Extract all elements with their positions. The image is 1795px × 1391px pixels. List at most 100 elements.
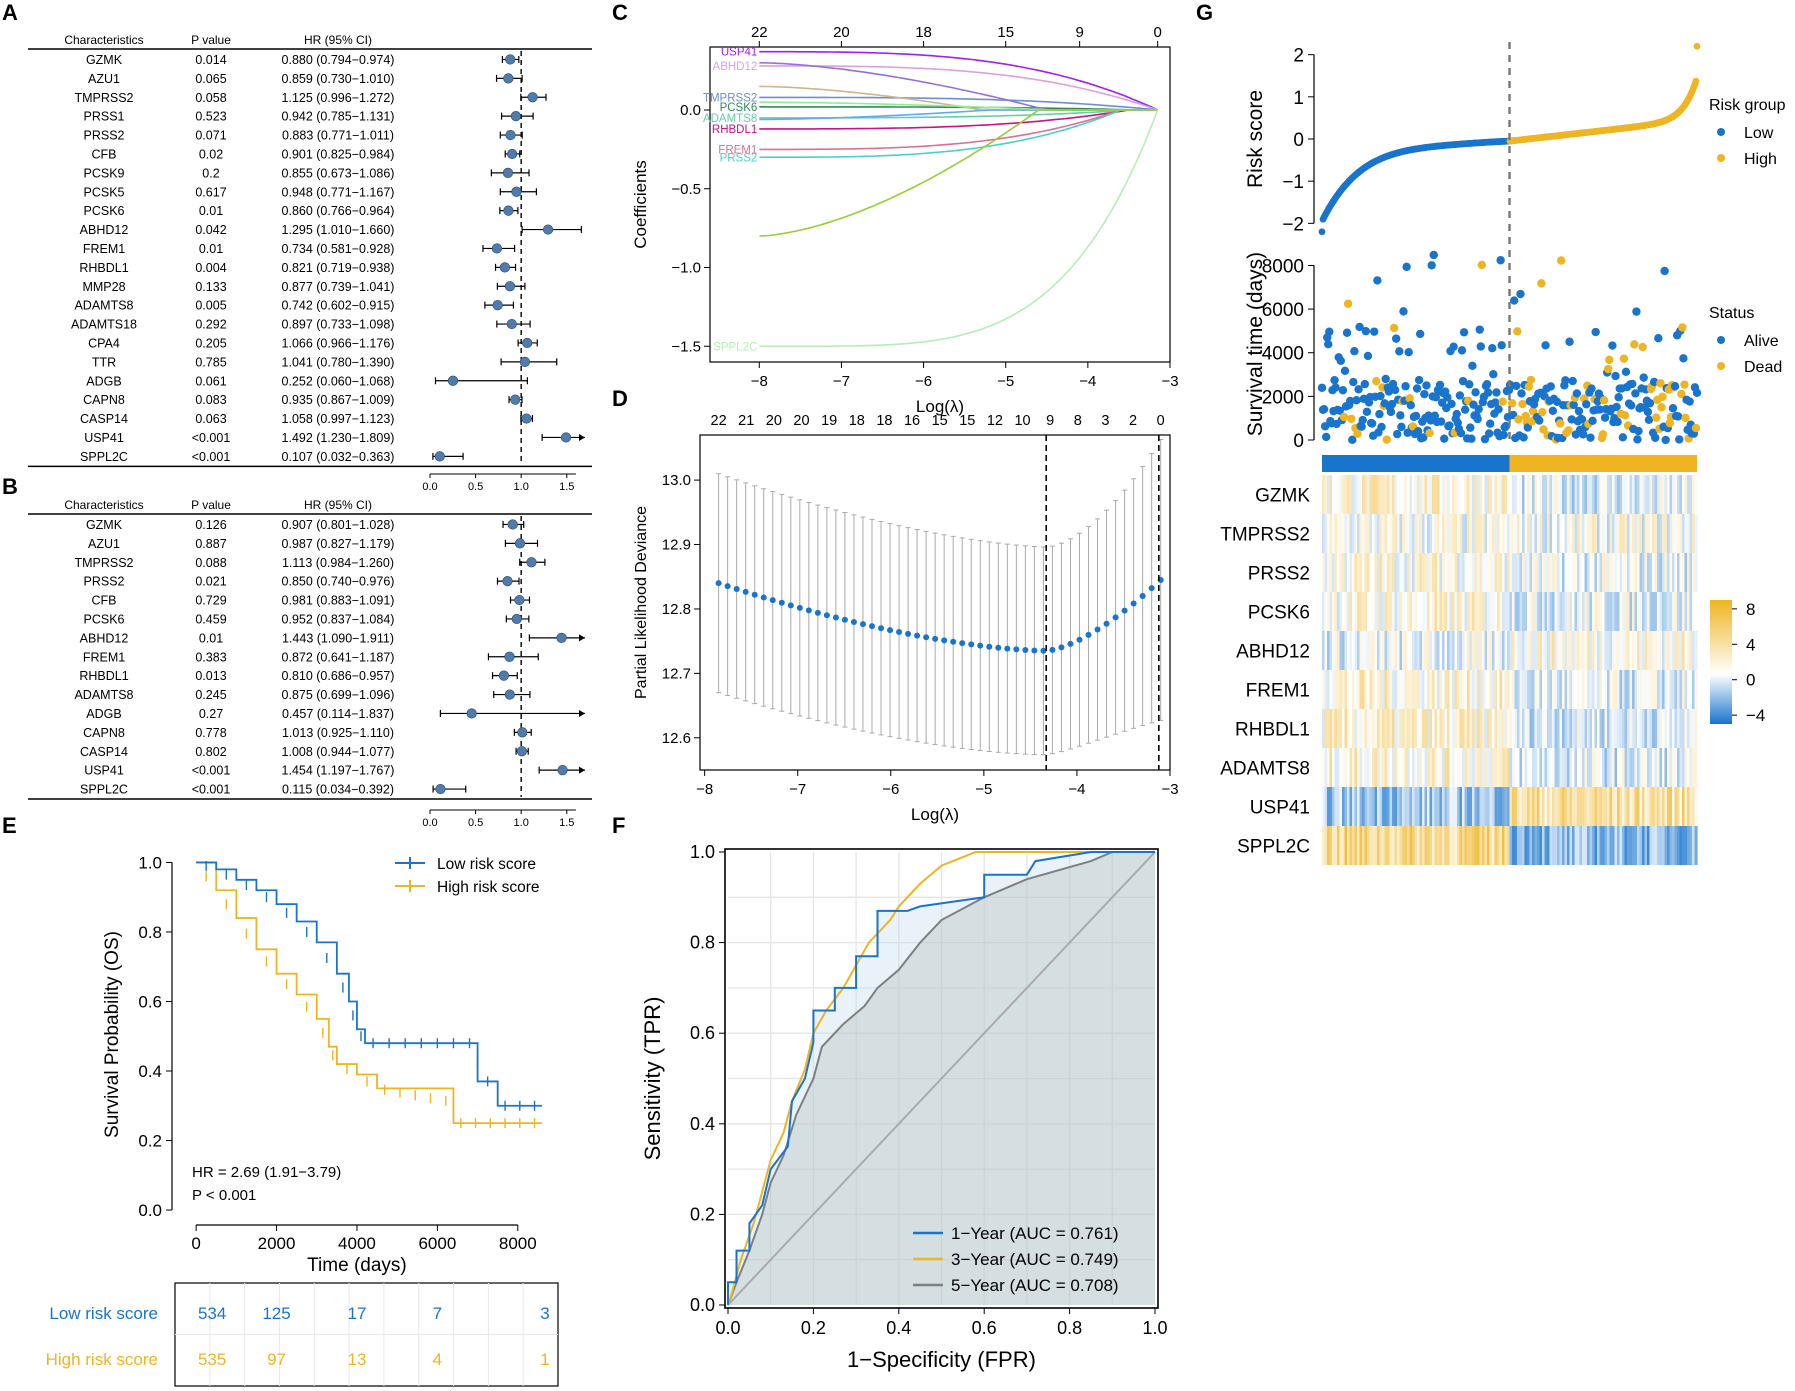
heatmap-cell: [1327, 553, 1331, 592]
risk-point: [1693, 42, 1701, 50]
survival-point: [1539, 425, 1548, 434]
heatmap-cell: [1414, 631, 1418, 670]
heatmap-cell: [1504, 670, 1508, 709]
heatmap-cell: [1429, 826, 1433, 865]
heatmap-cell: [1444, 709, 1448, 748]
heatmap-cell: [1484, 748, 1488, 787]
survival-point: [1467, 434, 1476, 443]
heatmap-cell: [1587, 787, 1591, 826]
heatmap-cell: [1434, 748, 1438, 787]
row-hr-text: 1.443 (1.090−1.911): [282, 631, 394, 645]
heatmap-cell: [1492, 709, 1496, 748]
heatmap-cell: [1587, 514, 1591, 553]
heatmap-cell: [1657, 631, 1661, 670]
heatmap-cell: [1687, 748, 1691, 787]
heatmap-cell: [1569, 709, 1573, 748]
heatmap-cell: [1424, 787, 1428, 826]
heatmap-cell: [1499, 787, 1503, 826]
row-p-value: <0.001: [192, 450, 231, 464]
heatmap-cell: [1614, 787, 1618, 826]
heatmap-cell: [1374, 514, 1378, 553]
survival-point: [1321, 432, 1331, 442]
row-hr-text: 1.125 (0.996−1.272): [282, 91, 395, 105]
heatmap-cell: [1529, 787, 1533, 826]
heatmap-cell: [1679, 826, 1683, 865]
heatmap-cell: [1559, 553, 1563, 592]
heatmap-cell: [1689, 553, 1693, 592]
heatmap-cell: [1427, 709, 1431, 748]
heatmap-cell: [1427, 514, 1431, 553]
row-hr-text: 0.952 (0.837−1.084): [282, 612, 395, 626]
heatmap-cell: [1684, 826, 1688, 865]
heatmap-cell: [1322, 826, 1326, 865]
heatmap-cell: [1672, 787, 1676, 826]
heatmap-cell: [1627, 748, 1631, 787]
heatmap-cell: [1584, 709, 1588, 748]
heatmap-cell: [1372, 670, 1376, 709]
heatmap-cell: [1462, 514, 1466, 553]
heatmap-cell: [1694, 787, 1698, 826]
heatmap-row: [1322, 748, 1698, 787]
x-tick-label: 0.8: [1057, 1318, 1082, 1338]
heatmap-cell: [1407, 670, 1411, 709]
heatmap-cell: [1342, 631, 1346, 670]
survival-point: [1681, 413, 1690, 423]
x-tick-label: −5: [975, 781, 992, 798]
coef-path-pcsk6: [759, 106, 1158, 111]
y-tick-label: −1.5: [671, 338, 701, 355]
heatmap-cell: [1437, 553, 1441, 592]
heatmap-cell: [1652, 670, 1656, 709]
heatmap-cell: [1609, 670, 1613, 709]
heatmap-cell: [1582, 826, 1586, 865]
survival-point: [1339, 412, 1349, 422]
heatmap-cell: [1432, 787, 1436, 826]
heatmap-cell: [1457, 787, 1461, 826]
heatmap-cell: [1412, 553, 1416, 592]
hr-point: [502, 576, 513, 587]
row-p-value: 0.802: [195, 745, 226, 759]
survival-point: [1510, 296, 1519, 305]
heatmap-cell: [1684, 631, 1688, 670]
survival-point: [1376, 391, 1385, 401]
survival-point: [1691, 423, 1701, 433]
heatmap-cell: [1657, 787, 1661, 826]
heatmap-cell: [1499, 826, 1503, 865]
heatmap-cell: [1674, 553, 1678, 592]
heatmap-cell: [1419, 748, 1423, 787]
survival-point: [1459, 328, 1469, 337]
survival-point: [1521, 411, 1530, 421]
heatmap-cell: [1514, 475, 1518, 514]
heatmap-cell: [1439, 553, 1443, 592]
survival-point: [1633, 435, 1642, 444]
hr-point: [560, 432, 572, 443]
heatmap-cell: [1332, 553, 1336, 592]
heatmap-cell: [1687, 514, 1691, 553]
plot-frame: [724, 848, 1159, 1309]
heatmap-cell: [1374, 826, 1378, 865]
heatmap-cell: [1622, 475, 1626, 514]
heatmap-cell: [1602, 592, 1606, 631]
heatmap-cell: [1539, 748, 1543, 787]
heatmap-cell: [1407, 709, 1411, 748]
heatmap-cell: [1379, 748, 1383, 787]
heatmap-cell: [1574, 592, 1578, 631]
heatmap-cell: [1652, 514, 1656, 553]
heatmap-cell: [1599, 592, 1603, 631]
survival-point: [1619, 354, 1629, 363]
heatmap-cell: [1482, 748, 1486, 787]
km-curve-high: [196, 861, 542, 1125]
deviance-point: [932, 635, 939, 642]
heatmap-cell: [1614, 709, 1618, 748]
heatmap-cell: [1649, 748, 1653, 787]
heatmap-cell: [1469, 475, 1473, 514]
heatmap-cell: [1642, 709, 1646, 748]
heatmap-cell: [1509, 709, 1513, 748]
deviance-point: [1139, 593, 1146, 600]
heatmap-cell: [1649, 709, 1653, 748]
heatmap-cell: [1667, 553, 1671, 592]
heatmap-cell: [1677, 826, 1681, 865]
heatmap-cell: [1539, 631, 1543, 670]
heatmap-gene-label: FREM1: [1246, 681, 1310, 702]
heatmap-cell: [1364, 787, 1368, 826]
coef-label: ABHD12: [713, 61, 758, 73]
